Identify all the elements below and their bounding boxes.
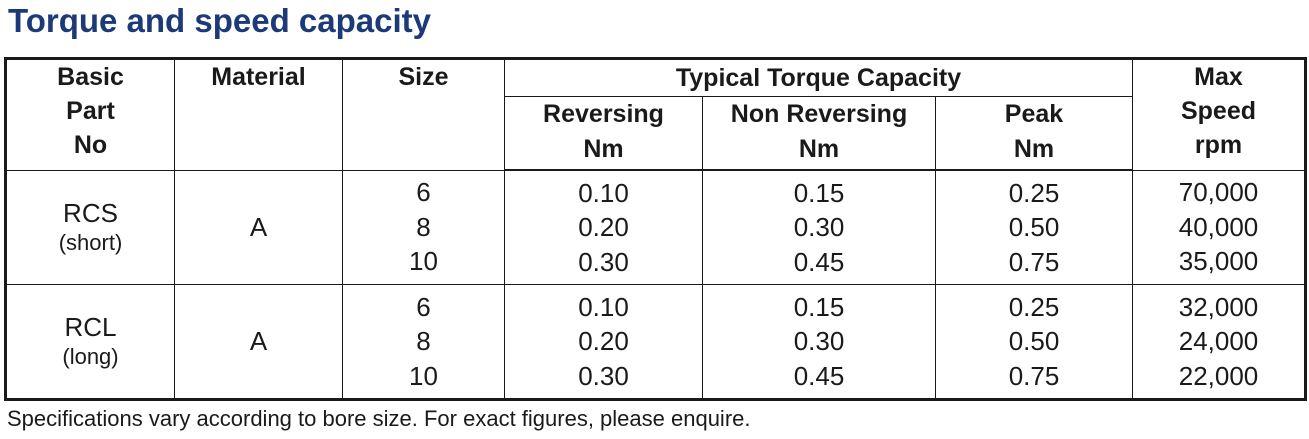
header-typical-torque-capacity: Typical Torque Capacity [504,58,1133,97]
non-reversing-cell: 0.15 0.30 0.45 [702,169,936,285]
header-non-reversing: Non Reversing Nm [702,96,936,171]
max-speed-cell: 70,000 40,000 35,000 [1132,169,1306,285]
reversing-cell: 0.10 0.20 0.30 [504,169,703,285]
header-size: Size [342,58,505,171]
max-speed-cell: 32,000 24,000 22,000 [1132,283,1306,401]
table-row-rcs: RCS (short) A 6 8 10 0.10 0.20 0.30 0.15… [5,169,1306,285]
table-row-rcl: RCL (long) A 6 8 10 0.10 0.20 0.30 0.15 … [5,283,1306,401]
header-material: Material [174,58,343,171]
size-cell: 6 8 10 [342,169,505,285]
header-max-speed: Max Speed rpm [1132,58,1306,171]
size-cell: 6 8 10 [342,283,505,401]
peak-cell: 0.25 0.50 0.75 [935,283,1133,401]
header-reversing: Reversing Nm [504,96,703,171]
reversing-cell: 0.10 0.20 0.30 [504,283,703,401]
header-peak: Peak Nm [935,96,1133,171]
header-basic-part-no: Basic Part No [5,58,175,171]
material-cell: A [174,283,343,401]
part-number-cell: RCS (short) [5,169,175,285]
page-title: Torque and speed capacity [8,2,432,39]
part-number-cell: RCL (long) [5,283,175,401]
non-reversing-cell: 0.15 0.30 0.45 [702,283,936,401]
peak-cell: 0.25 0.50 0.75 [935,169,1133,285]
footnote: Specifications vary according to bore si… [7,406,751,431]
material-cell: A [174,169,343,285]
torque-speed-table: Basic Part No Material Size Typical Torq… [4,57,1307,401]
